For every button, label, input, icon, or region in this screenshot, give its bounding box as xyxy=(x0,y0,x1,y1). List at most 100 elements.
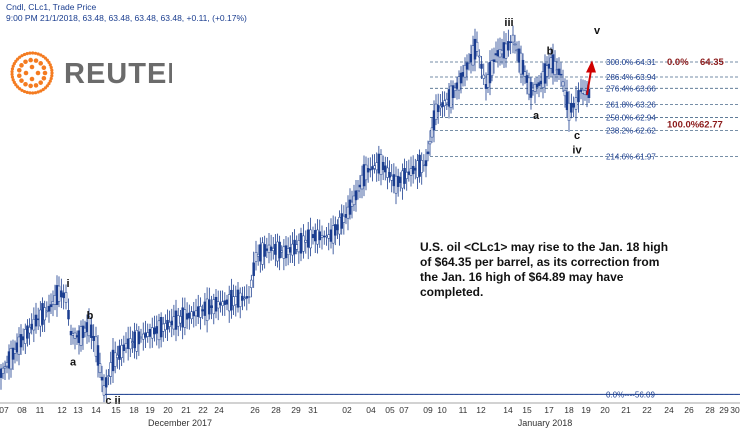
candle-body xyxy=(579,89,583,92)
x-tick-label: 07 xyxy=(399,405,409,415)
candle-body xyxy=(350,201,354,207)
candle-body xyxy=(502,42,506,59)
candle-body xyxy=(243,297,246,300)
month-label: December 2017 xyxy=(148,418,212,428)
candle-body xyxy=(47,305,51,312)
candle-body xyxy=(469,54,473,62)
logo-dot xyxy=(16,67,22,73)
x-tick-label: 20 xyxy=(600,405,610,415)
logo-dot xyxy=(33,83,39,88)
candle-body xyxy=(480,63,483,69)
candle-body xyxy=(210,305,213,308)
candle-body xyxy=(358,184,362,188)
candle-body xyxy=(320,235,324,238)
candle-body xyxy=(553,61,557,76)
candle-body xyxy=(547,63,551,69)
candle-body xyxy=(453,87,457,91)
projection-arrow-head xyxy=(586,60,596,73)
candle-body xyxy=(267,244,271,253)
candle-body xyxy=(334,224,337,236)
candle-body xyxy=(1,367,5,374)
x-tick-label: 02 xyxy=(342,405,352,415)
candle-body xyxy=(533,84,537,92)
candle-body xyxy=(494,53,498,56)
x-tick-label: 19 xyxy=(581,405,591,415)
logo-dot xyxy=(10,75,15,79)
candle-body xyxy=(519,52,523,75)
instrument-title: Cndl, CLc1, Trade Price xyxy=(6,2,97,12)
candle-body xyxy=(216,301,220,309)
candle-body xyxy=(513,43,517,46)
candle-body xyxy=(521,59,525,75)
logo-dot xyxy=(39,53,43,57)
candle-body xyxy=(57,285,61,302)
candle-body xyxy=(507,41,510,51)
candle-body xyxy=(467,61,471,64)
logo-dot xyxy=(22,89,27,94)
candle-body xyxy=(225,299,229,305)
candle-body xyxy=(120,345,123,358)
logo-dot xyxy=(23,81,28,87)
logo-dot xyxy=(29,76,35,82)
candle-body xyxy=(71,333,75,336)
logo-dot xyxy=(20,54,24,58)
candle-body xyxy=(146,332,149,337)
logo-dot xyxy=(48,63,52,67)
logo-dot xyxy=(45,84,49,88)
candle-body xyxy=(386,167,389,178)
logo-dot xyxy=(41,54,45,59)
candle-body xyxy=(236,289,240,308)
fib-level-label: 238.2%-62.62 xyxy=(606,126,656,135)
candle-body xyxy=(364,164,368,181)
logo-dot xyxy=(41,65,47,71)
fib-level-label: 214.6%-61.97 xyxy=(606,153,656,162)
candle-body xyxy=(77,330,81,343)
logo-dot xyxy=(28,83,33,89)
candle-body xyxy=(274,243,277,255)
candle-body xyxy=(60,290,63,298)
candle-body xyxy=(555,69,559,71)
logo-dot xyxy=(33,51,38,55)
candle-body xyxy=(403,168,406,184)
x-tick-label: 29 xyxy=(291,405,301,415)
candle-body xyxy=(293,239,296,255)
logo-dot xyxy=(43,86,47,90)
candle-body xyxy=(219,302,222,306)
logo-dot xyxy=(19,78,24,83)
candle-body xyxy=(490,60,494,76)
candle-body xyxy=(563,90,567,97)
candle-body xyxy=(356,190,360,193)
candle-body xyxy=(411,165,415,175)
candle-body xyxy=(342,215,346,223)
target-price-label: 64.35 xyxy=(700,57,724,68)
candle-body xyxy=(230,289,233,311)
candle-body xyxy=(289,247,292,253)
candle-body xyxy=(492,59,496,62)
fib-level-label: 261.8%-63.26 xyxy=(606,100,656,109)
candle-body xyxy=(377,153,381,174)
candle-body xyxy=(9,348,13,370)
candle-body xyxy=(199,306,202,318)
target-pct-label: 0.0% xyxy=(667,57,689,68)
wave-label: a xyxy=(533,110,540,122)
logo-dot xyxy=(16,73,22,79)
logo-dot xyxy=(33,58,39,63)
candle-body xyxy=(379,154,383,175)
logo-dot xyxy=(18,55,22,59)
candle-body xyxy=(172,316,176,330)
candle-body xyxy=(276,241,279,262)
candle-body xyxy=(340,213,343,229)
logo-dot xyxy=(10,67,15,71)
wave-label: iii xyxy=(504,17,513,29)
target-price-label: 62.77 xyxy=(699,119,723,130)
candle-body xyxy=(375,162,378,171)
logo-dot xyxy=(41,75,47,81)
x-tick-label: 31 xyxy=(308,405,318,415)
candle-body xyxy=(286,248,290,256)
x-tick-label: 22 xyxy=(642,405,652,415)
candle-body xyxy=(137,331,141,345)
candle-body xyxy=(325,235,328,238)
candle-body xyxy=(272,248,275,251)
wave-label: a xyxy=(70,357,77,369)
x-tick-label: 26 xyxy=(684,405,694,415)
